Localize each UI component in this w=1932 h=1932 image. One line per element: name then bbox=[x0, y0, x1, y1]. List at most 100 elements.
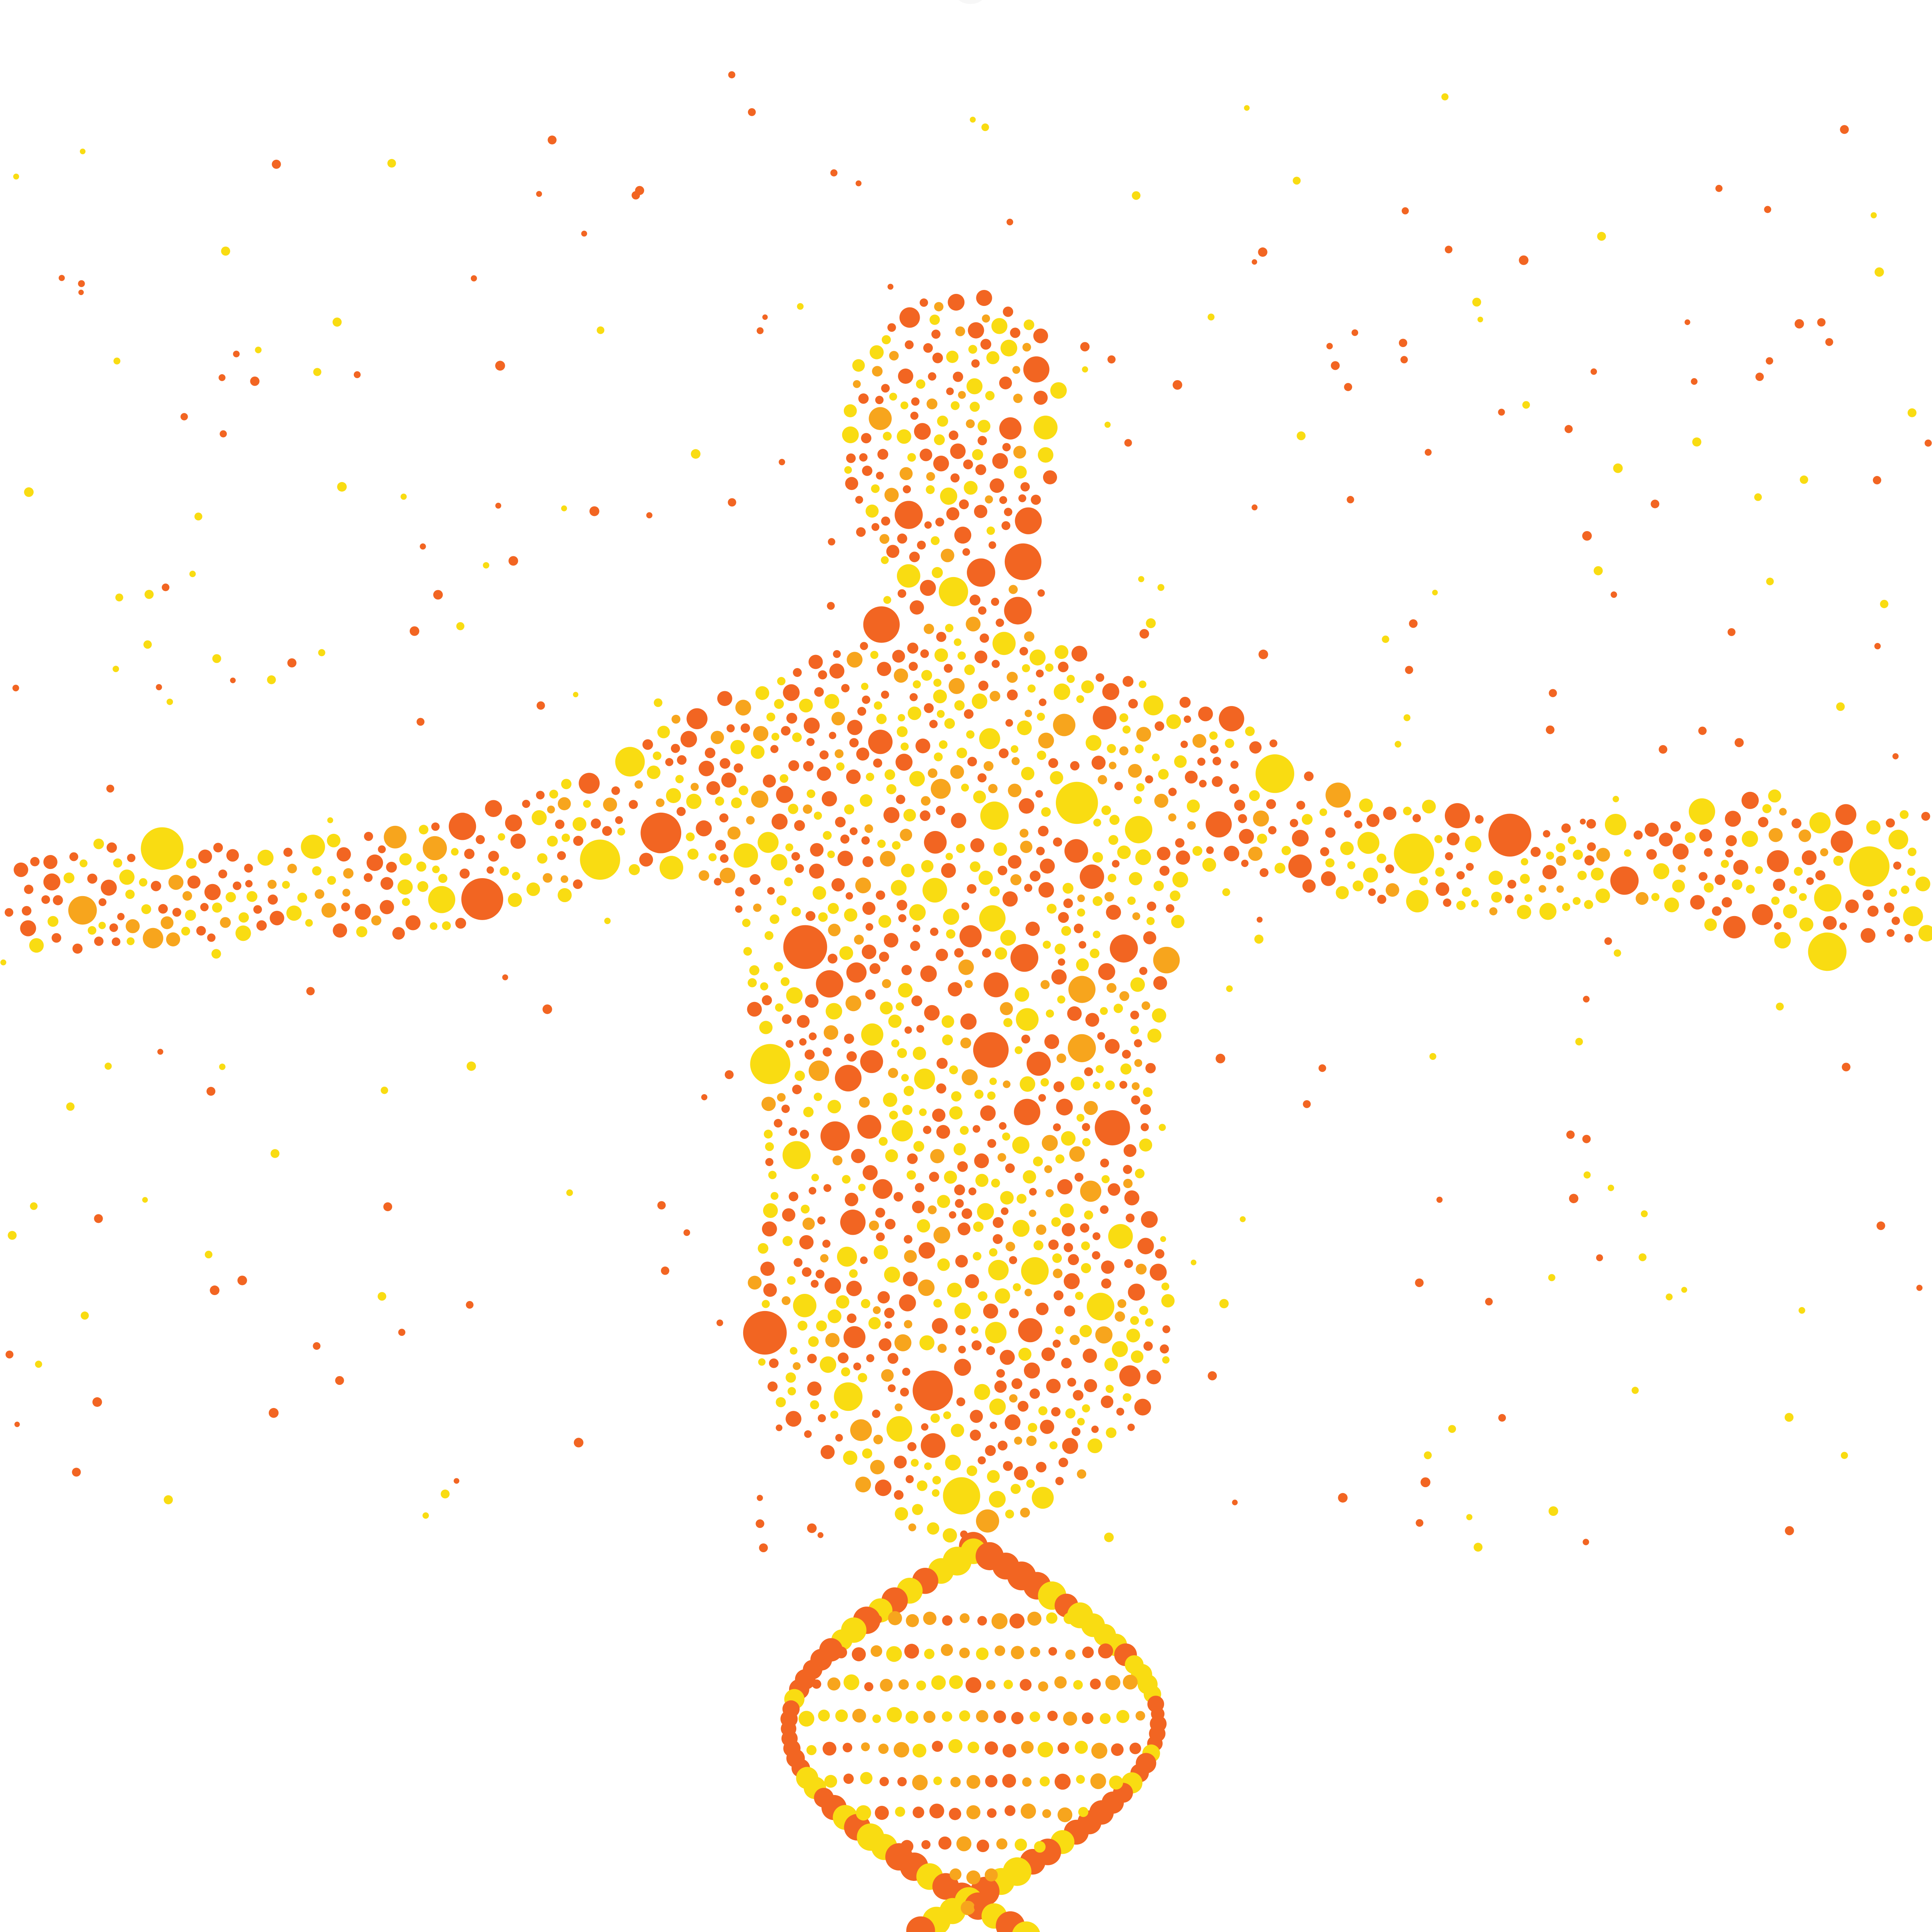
body-dot bbox=[1595, 888, 1610, 903]
body-dot bbox=[402, 898, 410, 906]
body-dot bbox=[958, 1222, 971, 1236]
body-dot bbox=[1087, 1293, 1115, 1321]
body-dot bbox=[686, 793, 702, 809]
body-dot bbox=[976, 1509, 999, 1533]
body-dot bbox=[1058, 661, 1069, 672]
body-dot bbox=[647, 765, 661, 779]
body-dot bbox=[87, 926, 97, 935]
helix-rung-dot bbox=[938, 1836, 952, 1850]
body-dot bbox=[1353, 880, 1364, 892]
body-dot bbox=[686, 832, 695, 841]
body-dot bbox=[793, 668, 802, 677]
scatter-dot bbox=[1593, 566, 1603, 575]
body-dot bbox=[895, 754, 913, 771]
scatter-dot bbox=[1160, 1236, 1166, 1242]
body-dot bbox=[735, 905, 743, 913]
body-dot bbox=[1422, 799, 1436, 814]
body-dot bbox=[1132, 912, 1141, 920]
body-dot bbox=[896, 795, 905, 804]
body-dot bbox=[987, 1470, 1000, 1483]
scatter-dot bbox=[1006, 218, 1014, 226]
body-dot bbox=[1907, 867, 1916, 876]
scatter-dot bbox=[106, 784, 115, 793]
body-dot bbox=[1061, 1358, 1072, 1369]
body-dot bbox=[1320, 847, 1329, 857]
body-dot bbox=[1704, 848, 1713, 857]
scatter-dot bbox=[327, 817, 333, 823]
body-dot bbox=[1296, 801, 1305, 810]
body-dot bbox=[1147, 917, 1155, 925]
body-dot bbox=[267, 880, 277, 889]
body-dot bbox=[877, 1291, 890, 1304]
body-dot bbox=[1007, 689, 1018, 700]
scatter-dot bbox=[1318, 1064, 1326, 1072]
body-dot bbox=[917, 540, 926, 550]
body-dot bbox=[220, 917, 231, 928]
helix-rung-dot bbox=[921, 1840, 931, 1849]
body-dot bbox=[870, 1460, 885, 1475]
body-dot bbox=[1003, 1018, 1013, 1027]
body-dot bbox=[946, 929, 956, 939]
helix-rung-dot bbox=[929, 1803, 944, 1819]
body-dot bbox=[918, 1242, 935, 1259]
body-dot bbox=[364, 831, 373, 841]
body-dot bbox=[111, 937, 121, 946]
body-dot bbox=[785, 1040, 794, 1048]
scatter-dot bbox=[143, 640, 152, 649]
helix-rung-dot bbox=[916, 1680, 926, 1690]
body-dot bbox=[1171, 914, 1185, 928]
body-dot bbox=[642, 739, 653, 750]
body-dot bbox=[158, 904, 168, 914]
body-dot bbox=[782, 1296, 791, 1305]
body-dot bbox=[1820, 848, 1829, 857]
body-dot bbox=[166, 932, 181, 946]
body-dot bbox=[522, 799, 530, 808]
body-dot bbox=[1849, 846, 1890, 887]
body-dot bbox=[1446, 832, 1460, 845]
body-dot bbox=[994, 1380, 1007, 1393]
body-dot bbox=[1067, 1034, 1096, 1062]
body-dot bbox=[960, 1126, 969, 1135]
body-dot bbox=[1131, 1095, 1141, 1105]
body-dot bbox=[750, 745, 765, 759]
body-dot bbox=[532, 810, 547, 825]
body-dot bbox=[827, 903, 839, 914]
body-dot bbox=[992, 453, 1008, 469]
body-dot bbox=[1018, 1347, 1031, 1361]
helix-rung-dot bbox=[1037, 1742, 1053, 1757]
body-dot bbox=[1054, 645, 1069, 659]
body-dot bbox=[932, 567, 943, 578]
body-dot bbox=[807, 1353, 817, 1364]
scatter-dot bbox=[657, 1201, 666, 1210]
body-dot bbox=[996, 1369, 1005, 1378]
body-dot bbox=[1024, 884, 1032, 892]
body-dot bbox=[602, 826, 612, 836]
body-dot bbox=[1084, 1379, 1097, 1392]
scatter-dot bbox=[566, 1189, 573, 1196]
body-dot bbox=[1091, 756, 1106, 770]
helix-rung-dot bbox=[976, 1710, 988, 1723]
scatter-dot bbox=[157, 1049, 163, 1055]
body-dot bbox=[743, 1311, 787, 1355]
body-dot bbox=[1488, 813, 1531, 857]
body-dot bbox=[1068, 1254, 1079, 1266]
body-dot bbox=[305, 919, 313, 927]
body-dot bbox=[880, 851, 896, 867]
body-dot bbox=[549, 789, 558, 799]
body-dot bbox=[1123, 676, 1134, 687]
body-dot bbox=[764, 1129, 773, 1139]
body-dot bbox=[543, 873, 553, 883]
body-dot bbox=[842, 1175, 851, 1184]
body-dot bbox=[1861, 928, 1876, 943]
body-dot bbox=[734, 843, 758, 868]
body-dot bbox=[69, 852, 78, 861]
body-dot bbox=[985, 495, 993, 504]
body-dot bbox=[1062, 1438, 1078, 1454]
scatter-dot bbox=[218, 374, 226, 381]
body-dot bbox=[930, 927, 938, 936]
body-dot bbox=[1573, 849, 1583, 860]
body-dot bbox=[1659, 833, 1673, 847]
scatter-dot bbox=[827, 602, 835, 610]
scatter-dot bbox=[210, 1285, 220, 1295]
body-dot bbox=[858, 393, 869, 404]
